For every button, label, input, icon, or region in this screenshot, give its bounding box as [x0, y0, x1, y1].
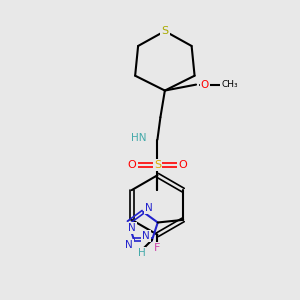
- Text: CH₃: CH₃: [221, 80, 238, 89]
- Text: S: S: [154, 160, 161, 170]
- Text: HN: HN: [130, 133, 146, 143]
- Text: N: N: [142, 231, 149, 241]
- Text: H: H: [138, 248, 145, 259]
- Text: O: O: [178, 160, 187, 170]
- Text: O: O: [128, 160, 136, 170]
- Text: S: S: [161, 26, 168, 36]
- Text: N: N: [128, 223, 136, 233]
- Text: O: O: [201, 80, 209, 90]
- Text: F: F: [154, 243, 161, 253]
- Text: N: N: [125, 240, 133, 250]
- Text: N: N: [145, 203, 153, 213]
